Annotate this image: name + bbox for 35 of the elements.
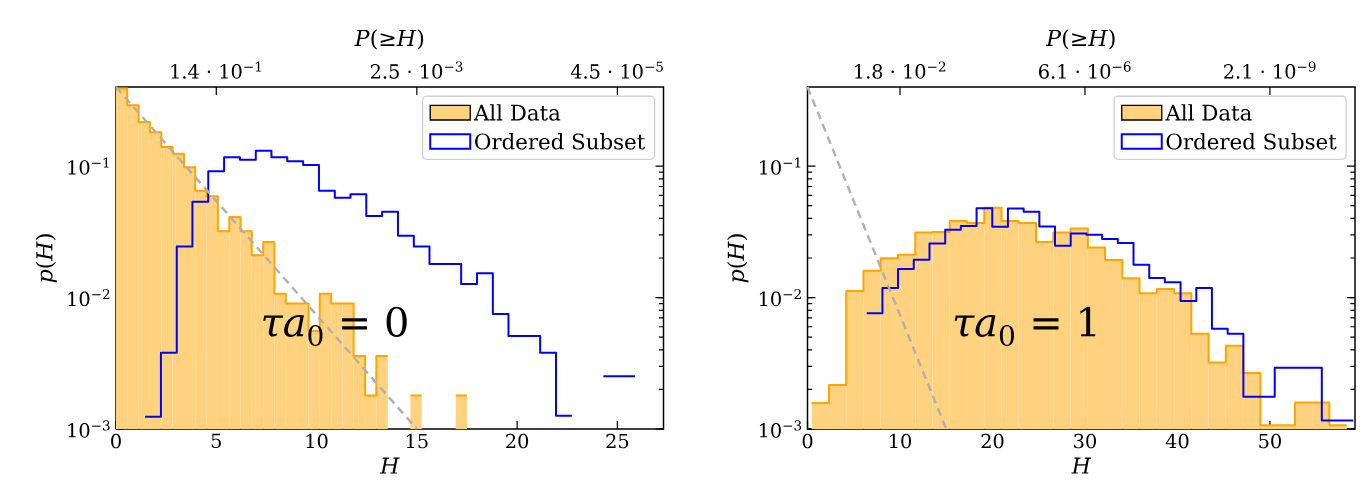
x2-axis-title: P(≥H): [1045, 29, 1115, 50]
x-tick-label: 10: [306, 433, 328, 449]
x-tick-label: 30: [1074, 433, 1096, 449]
legend-label: Ordered Subset: [1166, 133, 1337, 150]
x-axis-title: H: [1071, 457, 1092, 474]
x-tick-label: 5: [211, 433, 221, 449]
text: 1.4 · 10$^{−1}$: [171, 61, 261, 79]
text: 6.1 · 10$^{−6}$: [1039, 61, 1131, 79]
x-tick-label: 0: [802, 433, 813, 449]
x2-axis-title: P(≥H): [354, 29, 424, 50]
legend-label: All Data: [473, 104, 561, 121]
y-tick-label: 10$^{−2}$: [68, 288, 110, 307]
y-axis-title: p(H): [35, 234, 57, 283]
annotation: τa$_{0}$ = 1: [954, 306, 1096, 347]
y-tick-label: 10$^{−1}$: [68, 157, 109, 175]
x-tick-label: 20: [506, 433, 529, 449]
x-axis-title: H: [379, 457, 400, 474]
x-tick-label: 40: [1165, 433, 1189, 449]
x-tick-label: 20: [981, 433, 1004, 449]
x-tick-label: 15: [406, 433, 428, 449]
y-axis-title: p(H): [727, 234, 749, 283]
y-tick-label: 10$^{−2}$: [759, 288, 801, 307]
legend-label: All Data: [1165, 104, 1252, 121]
x-tick-label: 25: [606, 433, 629, 449]
y-tick-label: 10$^{−1}$: [759, 157, 801, 175]
x-tick-label: 10: [890, 433, 912, 449]
text: 1.8 · 10$^{−2}$: [855, 61, 946, 79]
x-tick-label: 50: [1259, 433, 1281, 449]
text: 2.5 · 10$^{−3}$: [370, 61, 463, 79]
y-tick-label: 10$^{−3}$: [759, 420, 802, 438]
x-tick-label: 0: [111, 433, 121, 449]
legend-label: Ordered Subset: [475, 133, 646, 150]
text: 2.1 · 10$^{−9}$: [1224, 61, 1316, 79]
y-tick-label: 10$^{−3}$: [68, 420, 110, 438]
text: 4.5 · 10$^{−5}$: [570, 61, 663, 79]
